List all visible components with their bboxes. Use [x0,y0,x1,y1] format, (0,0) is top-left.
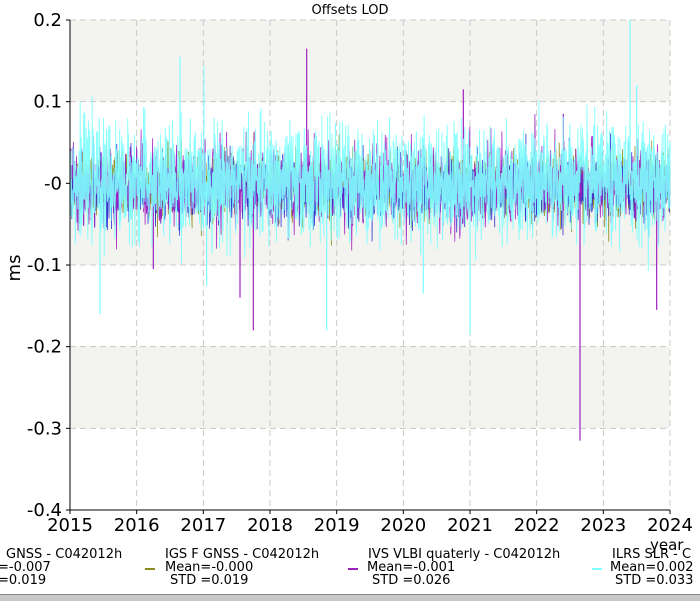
x-ticks: 2015 2016 2017 2018 2019 2020 2021 2022 2023 2024 [47,510,693,536]
plot-band [70,428,670,510]
y-axis-label: ms [4,255,25,282]
y-tick-label: -0.3 [27,418,62,439]
legend-swatch-igs [145,568,155,570]
window-bottom-border [0,594,700,601]
x-axis-label: year [650,536,684,554]
legend: GNSS - C042012h =-0.007 =0.019 IGS F GNS… [0,548,700,592]
series-layer [69,20,671,441]
series-line [69,66,671,272]
x-tick-label: 2016 [114,515,160,536]
y-tick-label: -0.4 [27,500,62,521]
legend-swatch-ivs [348,568,358,570]
plot-band [70,265,670,347]
y-ticks: 0.2 0.1 -0 -0.1 -0.2 -0.3 -0.4 [27,10,70,521]
chart-title: Offsets LOD [311,3,389,18]
series-3 [69,20,671,335]
x-tick-label: 2017 [180,515,226,536]
legend-series-name: ILRS SLR - C [612,547,692,562]
legend-series-name: GNSS - C042012h [6,547,123,562]
legend-mean: Mean=0.002 [610,560,694,575]
legend-std: STD =0.026 [372,573,451,588]
legend-mean: =-0.007 [0,560,51,575]
legend-mean: Mean=-0.000 [165,560,254,575]
plot-band [70,20,670,102]
x-tick-label: 2015 [47,515,93,536]
y-tick-label: -0.1 [27,255,62,276]
x-tick-label: 2023 [580,515,626,536]
legend-swatch-ilrs [592,568,602,570]
x-tick-label: 2021 [447,515,493,536]
x-tick-label: 2024 [647,515,693,536]
legend-series-name: IGS F GNSS - C042012h [165,547,320,562]
legend-item-ilrs: ILRS SLR - C Mean=0.002 STD =0.033 [592,548,694,587]
x-tick-label: 2018 [247,515,293,536]
legend-item-ivs: IVS VLBI quaterly - C042012h Mean=-0.001… [348,548,560,587]
plot-bands [70,20,670,510]
y-tick-label: -0.2 [27,337,62,358]
legend-std: =0.019 [0,573,47,588]
plot-band [70,346,670,429]
legend-mean: Mean=-0.001 [367,560,456,575]
x-tick-label: 2019 [314,515,360,536]
y-tick-label: 0.2 [33,10,62,31]
x-tick-label: 2022 [514,515,560,536]
legend-item-gnss: GNSS - C042012h =-0.007 =0.019 [0,548,122,587]
y-tick-label: -0 [44,173,62,194]
legend-item-igs: IGS F GNSS - C042012h Mean=-0.000 STD =0… [145,548,319,587]
y-tick-label: 0.1 [33,92,62,113]
legend-std: STD =0.033 [615,573,694,588]
legend-std: STD =0.019 [170,573,249,588]
legend-series-name: IVS VLBI quaterly - C042012h [368,547,561,562]
x-tick-label: 2020 [380,515,426,536]
